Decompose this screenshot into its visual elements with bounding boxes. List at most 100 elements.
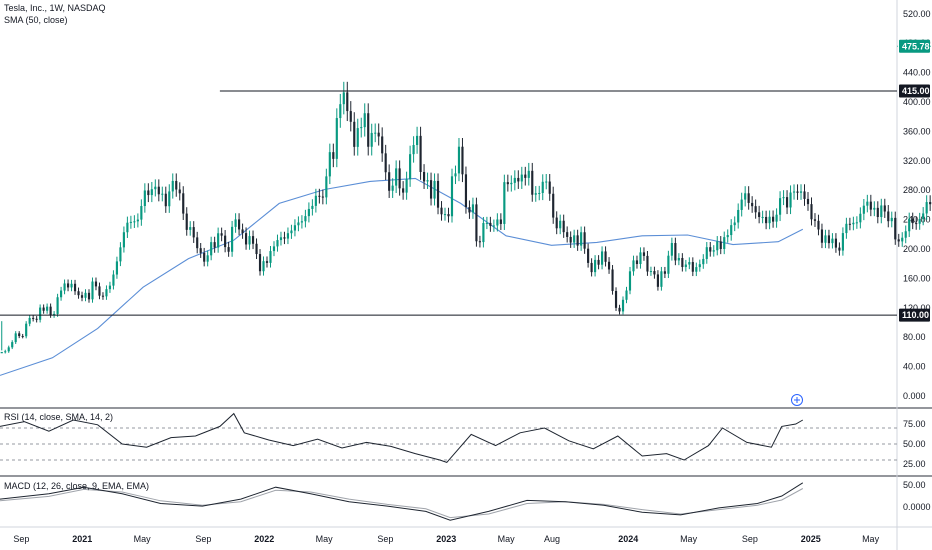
candle-body	[562, 220, 565, 233]
candle-body	[737, 209, 740, 223]
candle-body	[419, 135, 422, 172]
candle-body	[559, 220, 562, 229]
candle-body	[122, 232, 125, 248]
rsi-scale[interactable]: 75.00 50.00 25.00	[0, 419, 926, 469]
candle-body	[513, 177, 516, 183]
candle-body	[758, 212, 761, 218]
candle-body	[234, 219, 237, 227]
price-tick-label: 280.00	[903, 185, 931, 195]
candle-body	[73, 283, 77, 292]
candle-body	[799, 191, 803, 193]
candle-body	[744, 193, 747, 200]
rsi-plot	[0, 412, 804, 463]
candle-body	[238, 219, 241, 230]
candle-body	[370, 132, 373, 147]
time-axis[interactable]: Sep 2021 May Sep 2022 May Sep 2023 May Aug 2024 May…	[13, 534, 879, 544]
candle-body	[594, 259, 597, 273]
candle-body	[206, 255, 209, 262]
candle-body	[409, 154, 412, 180]
candle-body	[353, 121, 356, 147]
candle-body	[597, 259, 600, 265]
price-tick-label: 440.00	[903, 68, 931, 78]
candle-body	[684, 264, 687, 268]
add-plus-icon[interactable]	[791, 394, 803, 406]
candle-body	[918, 219, 921, 224]
candle-body	[845, 223, 848, 234]
candle-body	[499, 219, 502, 224]
candle-body	[189, 227, 192, 230]
candle-body	[922, 213, 925, 220]
candle-body	[876, 207, 879, 218]
candle-body	[810, 204, 813, 220]
candle-body	[925, 202, 928, 214]
rsi-line	[0, 412, 804, 463]
horizontal-levels[interactable]	[0, 90, 897, 316]
candle-body	[869, 201, 872, 210]
sma-legend[interactable]: SMA (50, close)	[4, 15, 68, 25]
candle-body	[517, 177, 520, 182]
candle-body	[890, 217, 893, 222]
candle-body	[28, 317, 31, 324]
candle-body	[635, 260, 639, 265]
last-price-tag-label: 475.78	[902, 41, 930, 51]
price-scale[interactable]: 0.000 40.00 80.00 120.00 160.00 200.00 240.00 2…	[903, 9, 931, 401]
candle-body	[367, 113, 370, 147]
candle-body	[374, 132, 377, 134]
candle-body	[733, 222, 736, 226]
price-tick-label: 360.00	[903, 126, 931, 136]
candle-body	[25, 323, 28, 337]
time-tick-label: Aug	[544, 534, 560, 544]
price-tick-label: 520.00	[903, 9, 931, 19]
candle-body	[224, 235, 227, 248]
candle-body	[625, 290, 628, 300]
symbol-title[interactable]: Tesla, Inc., 1W, NASDAQ	[4, 3, 106, 13]
candle-body	[105, 289, 108, 297]
candle-body	[660, 271, 663, 287]
candle-body	[443, 214, 447, 216]
candle-body	[496, 219, 499, 226]
macd-scale[interactable]: 50.00 0.0000	[903, 480, 931, 512]
macd-legend[interactable]: MACD (12, 26, close, 9, EMA, EMA)	[4, 481, 149, 491]
candle-body	[384, 153, 387, 173]
candle-body	[46, 306, 49, 311]
candle-body	[136, 219, 139, 222]
candle-body	[133, 221, 136, 223]
candle-body	[154, 186, 157, 190]
candle-body	[42, 307, 45, 311]
candle-body	[342, 92, 345, 105]
time-tick-label: Sep	[377, 534, 393, 544]
candle-body	[471, 204, 475, 213]
candle-body	[548, 181, 551, 194]
candle-body	[855, 222, 858, 224]
candle-body	[782, 197, 785, 199]
candle-body	[747, 193, 750, 203]
candle-body	[220, 233, 223, 236]
candle-body	[328, 152, 331, 177]
price-tick-label: 320.00	[903, 156, 931, 166]
candle-body	[150, 189, 153, 196]
price-tags: 415.00 110.00 475.78	[897, 39, 932, 322]
rsi-tick-label: 75.00	[903, 419, 926, 429]
candle-body	[14, 333, 17, 343]
candle-body	[49, 306, 52, 315]
candle-body	[262, 261, 265, 272]
candle-body	[887, 211, 890, 222]
time-tick-label: 2025	[801, 534, 821, 544]
candle-body	[227, 247, 230, 252]
candle-body	[217, 233, 220, 248]
macd-tick-label: 50.00	[903, 480, 926, 490]
candle-body	[429, 180, 433, 199]
candle-body	[573, 235, 576, 243]
time-tick-label: 2024	[618, 534, 638, 544]
candle-body	[667, 255, 670, 274]
candle-body	[785, 197, 789, 208]
rsi-legend[interactable]: RSI (14, close, SMA, 14, 2)	[4, 412, 113, 422]
candle-body	[552, 193, 555, 218]
candle-body	[527, 170, 530, 178]
candle-body	[178, 189, 181, 194]
candle-body	[161, 193, 164, 195]
candle-body	[321, 196, 324, 198]
candle-body	[848, 223, 851, 225]
time-tick-label: Sep	[195, 534, 211, 544]
